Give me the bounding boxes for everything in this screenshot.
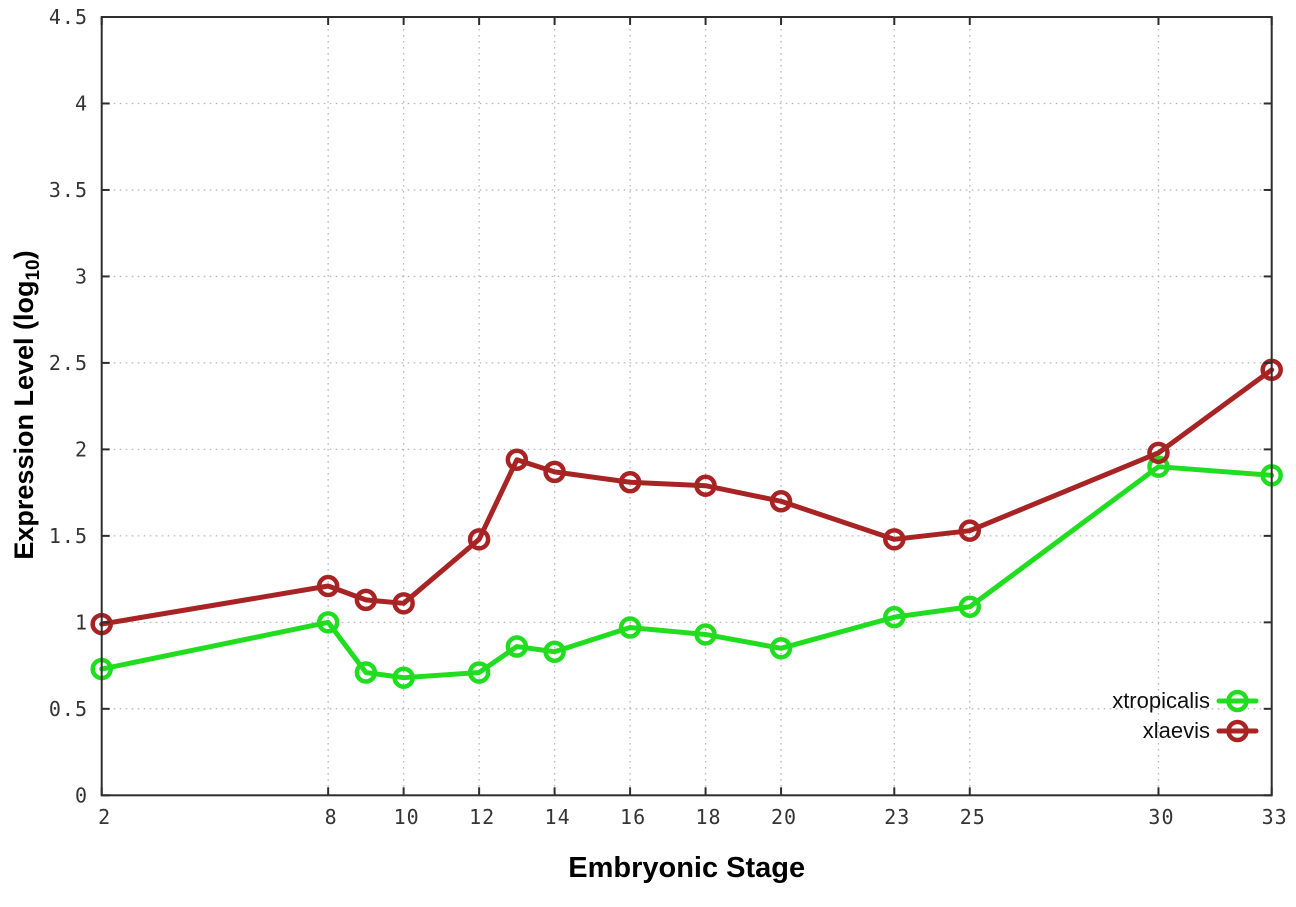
legend-marker-xlaevis	[1226, 719, 1249, 743]
data-point-xlaevis	[694, 474, 717, 497]
data-point-xlaevis	[505, 448, 529, 472]
legend-marker-xtropicalis	[1226, 689, 1249, 713]
x-axis-tick-label: 33	[1262, 805, 1288, 829]
data-point-xlaevis	[1147, 441, 1170, 465]
data-point-xlaevis	[316, 574, 340, 598]
x-axis-tick-label: 14	[545, 805, 571, 829]
x-axis-tick-label: 8	[325, 805, 338, 829]
y-axis-tick-label: 2.5	[49, 351, 88, 375]
y-axis-tick-label: 1	[75, 610, 88, 634]
data-point-xlaevis	[769, 490, 793, 513]
x-axis-tick-label: 30	[1148, 805, 1174, 829]
x-axis-tick-label: 16	[620, 805, 646, 829]
data-point-xtropicalis	[392, 666, 415, 689]
y-axis-tick-label: 2	[75, 437, 88, 461]
y-axis-tick-label: 1.5	[49, 524, 88, 548]
data-point-xtropicalis	[694, 623, 717, 646]
x-axis-tick-label: 20	[771, 805, 797, 829]
x-axis-tick-label: 23	[884, 805, 910, 829]
y-axis-tick-label: 0.5	[49, 697, 88, 721]
y-axis-tick-label: 3.5	[49, 178, 88, 202]
data-point-xtropicalis	[769, 637, 793, 660]
y-axis-tick-label: 3	[75, 264, 88, 288]
data-point-xtropicalis	[505, 635, 529, 658]
data-point-xlaevis	[543, 460, 566, 484]
data-point-xlaevis	[392, 592, 415, 615]
y-axis-title: Expression Level (log10)	[9, 250, 44, 559]
data-point-xlaevis	[618, 471, 642, 494]
data-point-xlaevis	[467, 528, 491, 551]
x-axis-tick-label: 18	[696, 805, 722, 829]
data-point-xlaevis	[354, 588, 378, 612]
y-axis-tick-label: 4.5	[49, 5, 88, 29]
x-axis-tick-label: 12	[469, 805, 495, 829]
data-point-xtropicalis	[354, 661, 378, 684]
data-point-xlaevis	[958, 519, 982, 542]
x-axis-title: Embryonic Stage	[568, 852, 805, 884]
chart-line-xlaevis	[99, 367, 1275, 627]
data-point-xtropicalis	[618, 616, 642, 639]
x-axis-tick-label: 2	[98, 805, 111, 829]
data-point-xtropicalis	[316, 611, 340, 634]
plot-border	[100, 16, 1273, 797]
x-axis-tick-label: 25	[960, 805, 986, 829]
y-axis-tick-label: 4	[75, 91, 88, 115]
data-point-xtropicalis	[883, 605, 906, 629]
chart-line-xtropicalis	[99, 464, 1275, 681]
x-axis-tick-label: 10	[394, 805, 420, 829]
legend-label-xlaevis: xlaevis	[1143, 718, 1210, 743]
data-point-xtropicalis	[1147, 455, 1170, 478]
y-axis-tick-label: 0	[75, 783, 88, 807]
data-point-xtropicalis	[958, 595, 982, 619]
legend-label-xtropicalis: xtropicalis	[1112, 688, 1210, 713]
data-point-xlaevis	[883, 528, 906, 551]
data-point-xtropicalis	[543, 640, 566, 663]
data-point-xtropicalis	[467, 661, 491, 684]
